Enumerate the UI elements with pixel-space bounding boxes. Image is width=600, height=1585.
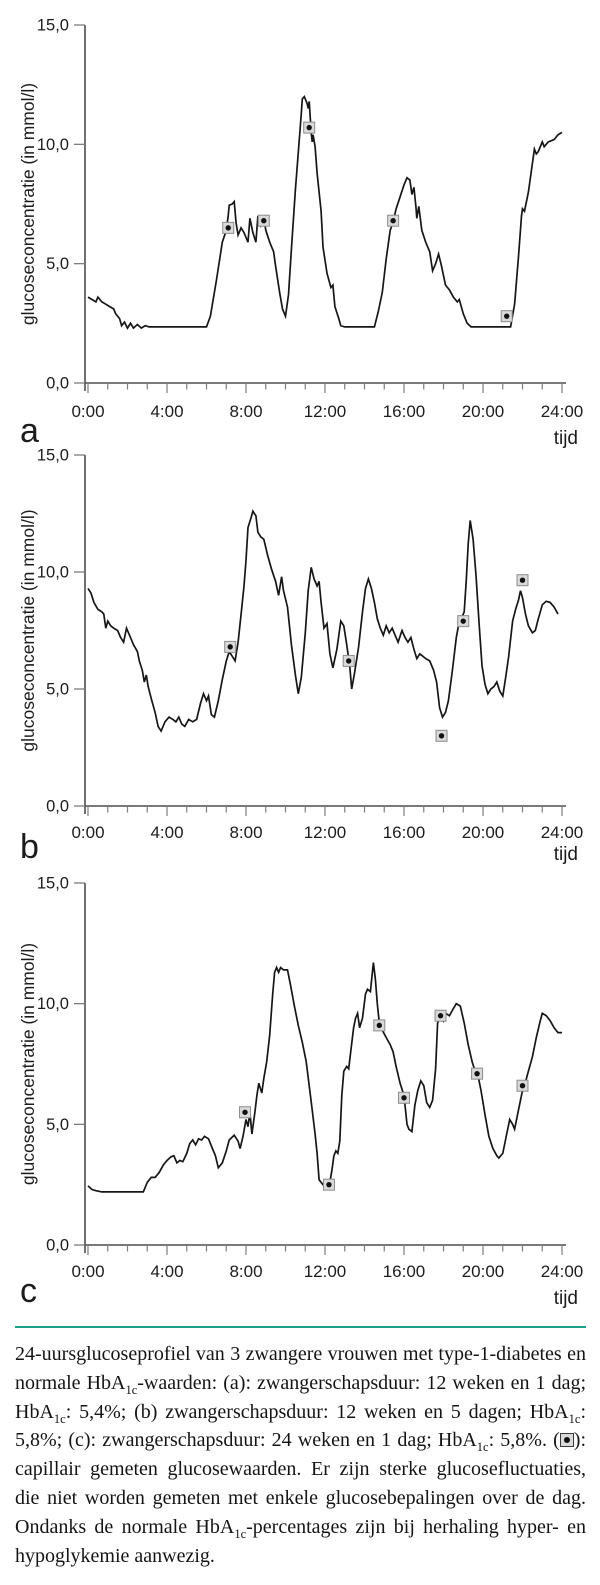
y-tick-label: 15,0 <box>37 447 69 465</box>
caption-text-segment: 24-uursglucoseprofiel van 3 zwangere vro… <box>15 1343 586 1394</box>
panel-letter: c <box>20 1272 37 1310</box>
capillary-marker-dot <box>376 1022 383 1029</box>
x-tick-label: 12:00 <box>304 1262 347 1281</box>
chart-c-svg: 0,0 5,0 10,0 15,0 0:00 4:00 8:00 12:00 16:00 20:0… <box>18 875 584 1311</box>
x-tick-label: 24:00 <box>541 402 584 421</box>
x-tick-label: 20:00 <box>462 823 505 842</box>
y-tick-label: 10,0 <box>37 564 69 582</box>
glucose-trace-line <box>87 509 559 733</box>
y-tick-label: 15,0 <box>37 17 69 35</box>
y-axis-title: glucoseconcentratie (in mmol/l) <box>18 509 38 751</box>
y-tick-label: 0,0 <box>46 798 69 816</box>
y-tick-label: 5,0 <box>46 1116 69 1134</box>
y-tick-label: 10,0 <box>37 995 69 1013</box>
figure-caption: 24-uursglucoseprofiel van 3 zwangere vro… <box>15 1326 586 1570</box>
capillary-marker-dot <box>306 124 312 131</box>
x-tick-label: 20:00 <box>462 1262 505 1281</box>
panel-letter: b <box>20 828 39 866</box>
x-tick-label: 4:00 <box>150 823 183 842</box>
chart-a-svg: 0,0 5,0 10,0 15,0 0:00 4:00 8:00 12:00 16:00 20:0… <box>18 17 584 451</box>
caption-subscript: 1c <box>568 1411 581 1426</box>
capillary-marker-icon <box>559 1433 574 1448</box>
x-tick-label: 0:00 <box>71 823 104 842</box>
glucose-trace-line <box>87 962 562 1193</box>
x-tick-label: 20:00 <box>462 402 505 421</box>
capillary-marker-dot <box>390 218 396 224</box>
y-tick-label: 5,0 <box>46 681 69 699</box>
caption-subscript: 1c <box>234 1526 247 1541</box>
glucose-trace-line <box>87 94 563 330</box>
x-axis-title: tijd <box>554 844 578 865</box>
x-tick-label: 16:00 <box>383 823 426 842</box>
x-tick-label: 12:00 <box>304 823 347 842</box>
chart-panel-a: 0,0 5,0 10,0 15,0 0:00 4:00 8:00 12:00 16:00 20:0… <box>0 0 600 451</box>
panel-letter: a <box>20 412 39 450</box>
caption-subscript: 1c <box>125 1382 138 1397</box>
capillary-marker-dot <box>460 618 466 624</box>
x-tick-label: 4:00 <box>150 1262 183 1281</box>
x-tick-label: 0:00 <box>71 402 104 421</box>
capillary-marker-dot <box>474 1070 480 1077</box>
y-axis-title: glucoseconcentratie (in mmol/l) <box>18 83 38 325</box>
caption-text-segment: : 5,8%. ( <box>488 1429 560 1452</box>
capillary-marker-dot <box>437 1013 444 1019</box>
x-tick-label: 8:00 <box>229 823 262 842</box>
x-tick-label: 16:00 <box>383 1262 426 1281</box>
x-tick-label: 24:00 <box>541 823 584 842</box>
capillary-marker-dot <box>504 313 510 319</box>
caption-text-segment: : 5,4%; (b) zwangerschapsduur: 12 weken … <box>65 1400 569 1423</box>
x-tick-label: 0:00 <box>71 1262 104 1281</box>
y-tick-label: 15,0 <box>37 875 69 893</box>
caption-subscript: 1c <box>476 1440 489 1455</box>
caption-text: 24-uursglucoseprofiel van 3 zwangere vro… <box>15 1340 586 1570</box>
x-axis-title: tijd <box>554 1288 578 1309</box>
x-tick-label: 4:00 <box>150 402 183 421</box>
capillary-marker-dot <box>346 658 352 664</box>
y-tick-label: 10,0 <box>37 136 69 154</box>
y-tick-label: 0,0 <box>46 1237 69 1255</box>
capillary-marker-dot <box>227 644 233 650</box>
caption-text-segment: -percentages zijn bij herhaling hyper- e… <box>15 1515 586 1567</box>
x-axis-title: tijd <box>554 428 578 449</box>
caption-subscript: 1c <box>53 1411 66 1426</box>
x-tick-label: 24:00 <box>541 1262 584 1281</box>
capillary-marker-dot <box>401 1095 407 1101</box>
capillary-marker-dot <box>438 733 445 739</box>
x-tick-label: 8:00 <box>229 1262 262 1281</box>
caption-text-segment: : 5,8%; (c): zwangerschapsduur: 24 weken… <box>15 1400 586 1452</box>
capillary-marker-dot <box>261 218 267 224</box>
caption-text-segment: -waarden: (a): zwangerschapsduur: 12 wek… <box>15 1371 586 1423</box>
capillary-marker-dot <box>242 1109 248 1115</box>
x-tick-label: 16:00 <box>383 402 426 421</box>
chart-b-svg: 0,0 5,0 10,0 15,0 0:00 4:00 8:00 12:00 16:00 20:0… <box>18 447 584 867</box>
caption-text-segment: ): capillair gemeten glucosewaarden. Er … <box>15 1429 586 1538</box>
y-axis-title: glucoseconcentratie (in mmol/l) <box>18 943 38 1185</box>
x-tick-label: 8:00 <box>229 402 262 421</box>
capillary-marker-dot <box>326 1181 332 1188</box>
x-tick-label: 12:00 <box>304 402 347 421</box>
capillary-marker-dot <box>519 1083 526 1089</box>
capillary-marker-dot <box>519 577 526 583</box>
chart-panel-c: 0,0 5,0 10,0 15,0 0:00 4:00 8:00 12:00 16:00 20:0… <box>0 858 600 1313</box>
capillary-marker-dot <box>225 225 231 231</box>
y-tick-label: 0,0 <box>46 375 69 393</box>
chart-panel-b: 0,0 5,0 10,0 15,0 0:00 4:00 8:00 12:00 16:00 20:0… <box>0 430 600 870</box>
y-tick-label: 5,0 <box>46 255 69 273</box>
